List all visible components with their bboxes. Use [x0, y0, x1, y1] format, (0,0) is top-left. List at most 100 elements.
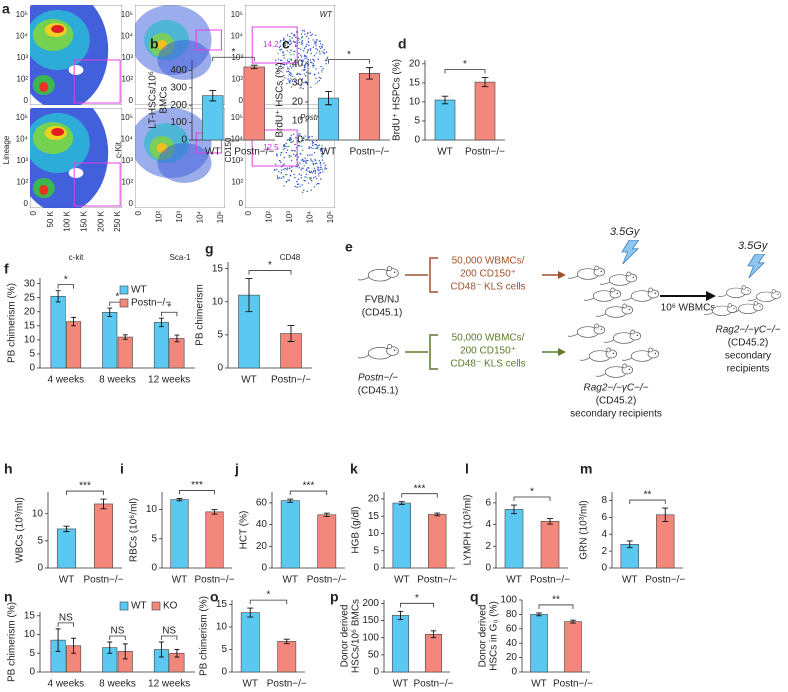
- y-tick-label: 0: [239, 96, 244, 105]
- event: [300, 159, 303, 161]
- event: [317, 58, 320, 60]
- panel-label: q: [470, 589, 479, 605]
- y-tick-label: 0: [414, 135, 420, 146]
- event: [318, 46, 321, 48]
- event: [279, 48, 281, 51]
- event: [309, 31, 311, 34]
- event: [287, 139, 289, 141]
- y-axis-label: BrdU⁺ HSCs (%): [275, 62, 286, 137]
- x-tick-label: WT: [394, 575, 410, 586]
- event: [290, 159, 293, 162]
- event: [290, 134, 292, 137]
- donor-mouse: [358, 266, 399, 282]
- legend-swatch: [119, 298, 129, 308]
- bar: [280, 500, 300, 569]
- event: [288, 73, 290, 76]
- event: [303, 179, 305, 182]
- arrow-head: [558, 271, 566, 279]
- x-tick-label: 4 weeks: [47, 679, 84, 690]
- event: [284, 44, 287, 47]
- event: [297, 83, 299, 85]
- event: [284, 167, 287, 170]
- error-bar: [398, 501, 405, 505]
- y-tick-label: 0: [181, 135, 187, 146]
- event: [305, 160, 307, 162]
- y-tick-label: 30: [24, 278, 36, 289]
- bar: [540, 521, 560, 569]
- event: [277, 147, 279, 150]
- y-tick-label: 100: [170, 117, 187, 128]
- y-tick-label: 10: [409, 97, 421, 108]
- y-tick-label: 40: [292, 58, 304, 69]
- event: [294, 44, 297, 46]
- y-axis-label: BrdU⁺ HSPCs (%): [392, 59, 403, 141]
- event: [319, 172, 321, 174]
- x-tick-label: 0: [244, 210, 253, 215]
- event: [324, 59, 327, 61]
- event: [278, 176, 281, 179]
- bar: [530, 614, 548, 673]
- y-tick-label: 20: [24, 306, 36, 317]
- y-tick-label: 50: [368, 649, 380, 660]
- panel-label: p: [330, 589, 339, 605]
- event: [299, 87, 301, 89]
- event: [312, 46, 315, 48]
- event: [321, 155, 323, 157]
- event: [289, 51, 291, 54]
- event: [282, 52, 284, 54]
- y-tick-label: 100: [362, 632, 379, 643]
- error-bar: [430, 630, 437, 639]
- event: [320, 152, 323, 155]
- event: [310, 52, 313, 55]
- event: [289, 40, 291, 42]
- y-tick-label: 10⁵: [121, 10, 133, 19]
- y-tick-label: 15: [24, 610, 36, 621]
- y-tick-label: 10³: [16, 53, 28, 62]
- bar: [474, 81, 496, 141]
- y-tick-label: 0: [129, 199, 134, 208]
- event: [308, 147, 311, 149]
- event: [299, 162, 301, 164]
- gate: [195, 29, 222, 51]
- bar: [240, 612, 260, 673]
- legend-label: KO: [163, 601, 178, 612]
- event: [313, 60, 315, 62]
- event: [282, 39, 285, 41]
- y-tick-label: 15: [409, 77, 421, 88]
- sample-label: Postn−/−: [300, 113, 332, 122]
- event: [314, 162, 317, 165]
- x-tick-label: 10⁵: [216, 211, 225, 223]
- event: [294, 155, 297, 157]
- x-tick-label: 12 weeks: [148, 375, 190, 386]
- event: [323, 49, 325, 51]
- y-tick-label: 10: [24, 629, 36, 640]
- event: [313, 64, 315, 67]
- recipient-mouse: [622, 347, 660, 362]
- final-ly: (CD45.2): [728, 338, 769, 349]
- event: [289, 43, 291, 46]
- event: [313, 167, 316, 169]
- event: [283, 63, 286, 66]
- x-tick-label: WT: [622, 575, 638, 586]
- event: [303, 66, 306, 69]
- panel-label: l: [465, 461, 469, 477]
- y-axis-label: PB chimerism (%): [7, 602, 18, 682]
- bracket: [405, 257, 560, 293]
- significance-label: *: [167, 302, 171, 313]
- y-tick-label: 400: [170, 65, 187, 76]
- density: [51, 128, 65, 136]
- recipient-mouse: [568, 265, 606, 280]
- event: [286, 66, 289, 68]
- event: [294, 80, 296, 82]
- event: [298, 52, 300, 55]
- y-tick-label: 6: [601, 512, 607, 523]
- error-bar: [100, 498, 107, 510]
- event: [289, 79, 291, 82]
- density: [68, 65, 84, 75]
- event: [288, 145, 290, 148]
- event: [316, 147, 319, 150]
- x-tick-label: WT: [241, 375, 257, 386]
- event: [321, 69, 323, 71]
- event: [316, 182, 319, 185]
- final-strain: Rag2−/−γC−/−: [715, 325, 780, 336]
